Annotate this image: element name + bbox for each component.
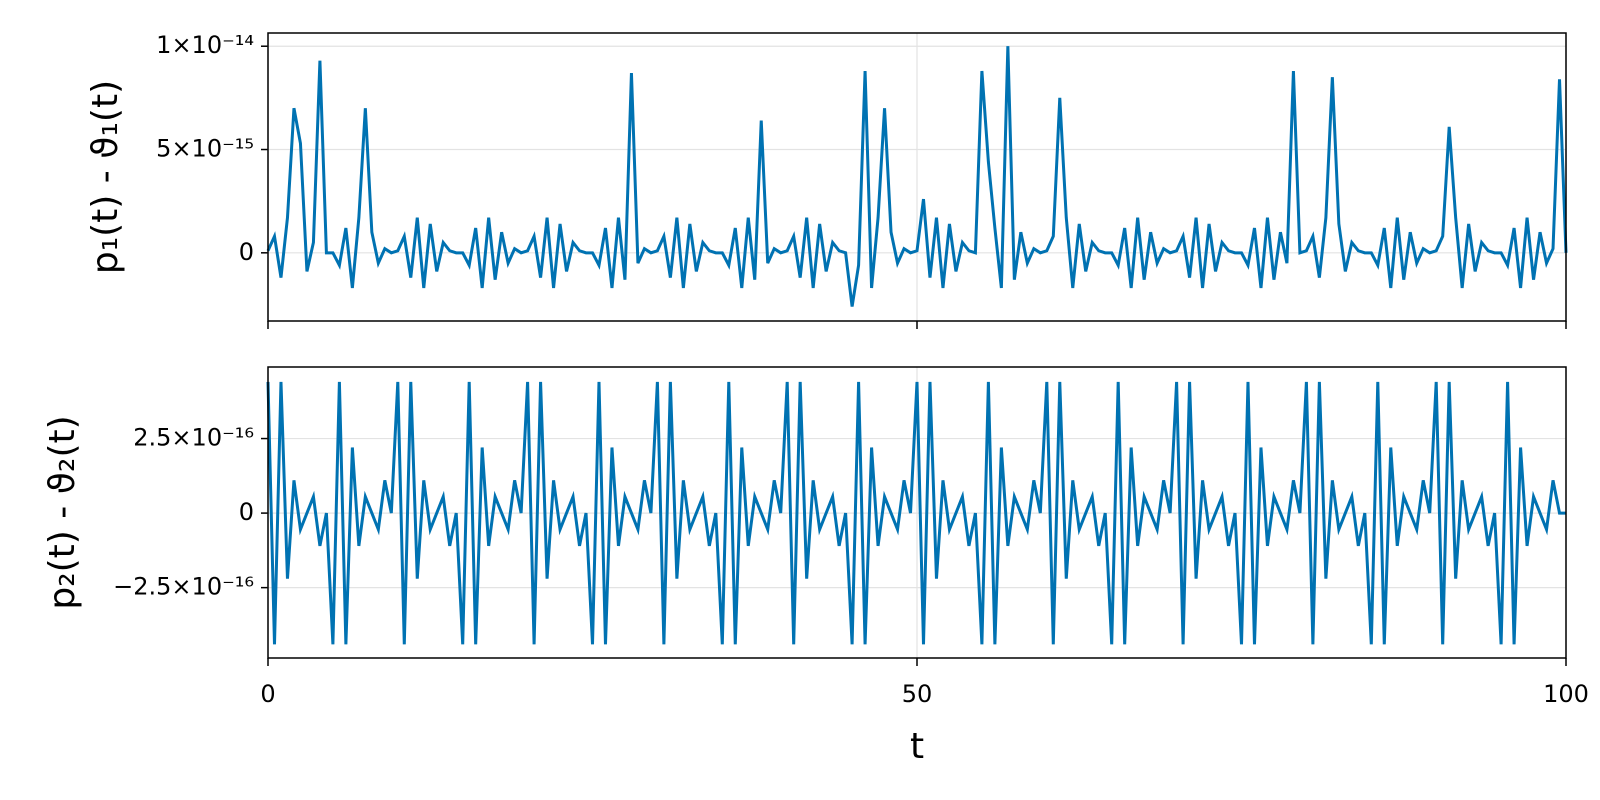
axes-frame	[267, 366, 1567, 659]
y-tick-label: −2.5×10⁻¹⁶	[113, 573, 254, 601]
y-tick-label: 2.5×10⁻¹⁶	[133, 424, 254, 452]
y-tick-label: 5×10⁻¹⁵	[156, 135, 254, 163]
x-axis-label: t	[910, 726, 924, 767]
y-axis-label: p₁(t) - ϑ₁(t)	[85, 80, 126, 274]
y-tick-label: 0	[239, 498, 254, 526]
y-tick-label: 0	[239, 238, 254, 266]
data-line	[266, 46, 1568, 307]
y-tick-label: 1×10⁻¹⁴	[156, 31, 254, 59]
y-axis-label: p₂(t) - ϑ₂(t)	[42, 415, 83, 609]
x-tick-label: 50	[902, 680, 933, 708]
x-tick-label: 0	[260, 680, 275, 708]
x-tick-label: 100	[1543, 680, 1589, 708]
axes-frame	[267, 32, 1567, 322]
data-line	[266, 381, 1566, 645]
